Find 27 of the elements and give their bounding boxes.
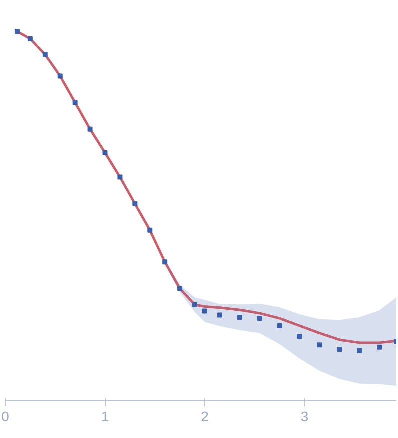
point [377, 344, 382, 350]
x-tick-label: 2 [201, 408, 210, 424]
point [297, 334, 302, 340]
point [237, 314, 242, 320]
point [148, 228, 153, 233]
point [102, 150, 108, 156]
point [178, 286, 183, 292]
point [337, 347, 342, 352]
point [72, 100, 78, 106]
x-tick-label: 1 [101, 408, 110, 424]
point [317, 342, 322, 348]
point [202, 308, 208, 314]
point [357, 348, 362, 354]
point [118, 174, 123, 180]
point [14, 29, 20, 34]
point [58, 74, 63, 79]
point [192, 302, 198, 308]
point [42, 52, 48, 58]
point [28, 36, 33, 42]
point [257, 316, 262, 322]
point [277, 323, 282, 328]
point [132, 201, 138, 206]
x-tick-label: 3 [300, 408, 309, 424]
point [162, 260, 168, 265]
point [88, 126, 93, 132]
point [217, 312, 222, 318]
x-tick-label: 0 [2, 408, 10, 424]
